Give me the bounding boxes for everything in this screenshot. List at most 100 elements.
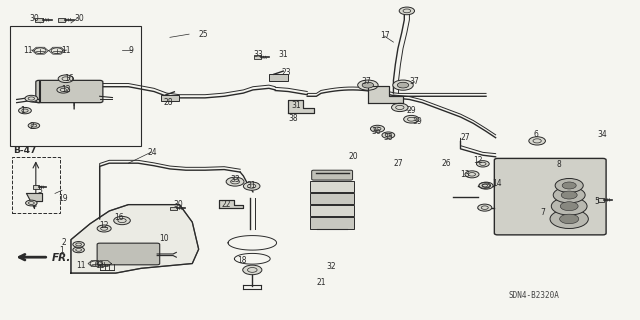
Text: 22: 22 (221, 200, 230, 209)
Text: 18: 18 (237, 256, 246, 265)
Text: SDN4-B2320A: SDN4-B2320A (508, 291, 559, 300)
Circle shape (243, 265, 262, 275)
Text: 9: 9 (129, 45, 133, 55)
Text: 29: 29 (406, 106, 416, 115)
Circle shape (553, 187, 585, 203)
Text: 11: 11 (76, 261, 86, 270)
Text: 31: 31 (278, 50, 288, 59)
Bar (35, 18, 43, 22)
Text: 34: 34 (598, 130, 607, 139)
Circle shape (382, 132, 395, 138)
Circle shape (465, 171, 479, 178)
Text: 35: 35 (384, 133, 394, 142)
Circle shape (25, 95, 38, 102)
Polygon shape (71, 204, 198, 273)
Polygon shape (219, 199, 243, 208)
Text: 13: 13 (461, 170, 470, 179)
Text: 10: 10 (159, 234, 169, 243)
Text: 37: 37 (362, 77, 371, 86)
Text: 6: 6 (534, 130, 539, 139)
FancyBboxPatch shape (312, 170, 353, 180)
Circle shape (397, 82, 409, 88)
Circle shape (479, 183, 490, 188)
Text: 2: 2 (29, 122, 34, 131)
Circle shape (226, 177, 244, 186)
Text: 2: 2 (61, 238, 66, 247)
Circle shape (560, 202, 578, 211)
Circle shape (90, 261, 100, 266)
Text: 16: 16 (65, 74, 74, 83)
Text: 11: 11 (61, 45, 71, 55)
Bar (269, 74, 288, 81)
Text: 20: 20 (349, 152, 358, 161)
Circle shape (362, 82, 374, 88)
Text: 11: 11 (95, 261, 105, 270)
Text: 12: 12 (473, 156, 483, 164)
Circle shape (559, 214, 579, 224)
Circle shape (551, 197, 587, 215)
Circle shape (561, 191, 577, 199)
Circle shape (99, 261, 109, 266)
Text: 5: 5 (595, 197, 600, 206)
Circle shape (97, 225, 111, 232)
Text: 26: 26 (442, 159, 451, 168)
Text: 11: 11 (23, 45, 33, 55)
Circle shape (114, 216, 131, 225)
Text: 12: 12 (100, 221, 109, 230)
Circle shape (58, 75, 74, 83)
Text: 25: 25 (198, 30, 208, 39)
Text: FR.: FR. (52, 253, 71, 263)
Circle shape (399, 7, 415, 15)
Text: 30: 30 (29, 14, 39, 23)
Circle shape (392, 103, 408, 112)
Bar (33, 185, 39, 189)
Text: 37: 37 (410, 77, 419, 86)
Circle shape (393, 80, 413, 90)
Bar (310, 217, 354, 228)
Text: 16: 16 (115, 213, 124, 222)
Circle shape (477, 204, 492, 211)
Circle shape (358, 80, 378, 90)
Bar (254, 55, 261, 60)
Text: 28: 28 (164, 98, 173, 107)
Circle shape (371, 125, 385, 132)
Text: 30: 30 (74, 14, 84, 23)
Text: 33: 33 (253, 50, 262, 59)
Bar (310, 193, 354, 204)
Circle shape (404, 116, 419, 123)
Text: B-47: B-47 (13, 146, 37, 155)
Text: 32: 32 (326, 262, 336, 271)
Text: 3: 3 (38, 186, 43, 195)
Circle shape (57, 87, 70, 93)
Text: 38: 38 (288, 114, 298, 123)
Text: 14: 14 (492, 180, 502, 188)
Bar (310, 181, 354, 192)
Circle shape (479, 182, 493, 189)
Bar (170, 206, 177, 210)
Circle shape (51, 48, 63, 53)
Circle shape (476, 161, 489, 167)
Polygon shape (26, 194, 42, 208)
Text: 21: 21 (317, 278, 326, 287)
Text: 24: 24 (148, 148, 157, 156)
Text: 17: 17 (381, 31, 390, 40)
Text: 36: 36 (371, 127, 381, 136)
Text: 27: 27 (394, 159, 403, 168)
Text: 39: 39 (413, 117, 422, 126)
Text: 12: 12 (61, 85, 71, 94)
Text: 31: 31 (246, 181, 256, 190)
Bar (161, 95, 179, 101)
Circle shape (73, 242, 84, 247)
Bar (598, 197, 604, 202)
Circle shape (28, 123, 40, 128)
Circle shape (529, 137, 545, 145)
Polygon shape (368, 86, 403, 103)
Polygon shape (288, 100, 314, 113)
Bar (12, 157, 60, 212)
Circle shape (243, 182, 260, 190)
Text: 31: 31 (291, 101, 301, 110)
Circle shape (19, 108, 31, 114)
Text: 7: 7 (540, 208, 545, 217)
Text: 8: 8 (556, 160, 561, 169)
Bar (310, 205, 354, 216)
